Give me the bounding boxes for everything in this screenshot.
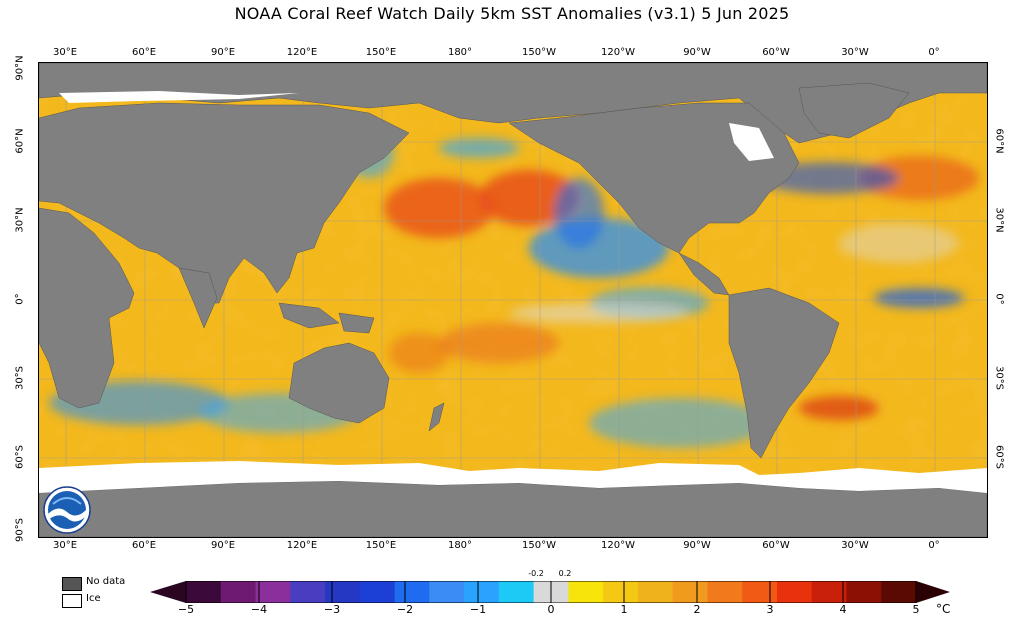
lon-label: 150°W xyxy=(522,47,556,58)
land xyxy=(39,63,987,537)
lon-label: 150°E xyxy=(365,47,397,58)
no-data-label: No data xyxy=(86,576,126,587)
colorbar-segment xyxy=(464,581,500,603)
colorbar-tick-label: 0 xyxy=(547,603,555,616)
lat-label: 60°S xyxy=(14,444,26,470)
colorbar-segment xyxy=(881,581,917,603)
colorbar-segment xyxy=(290,581,326,603)
colorbar-segment xyxy=(186,581,222,603)
colorbar-tick-marks xyxy=(185,581,917,603)
lon-label: 30°W xyxy=(841,540,869,551)
lat-label: 90°N xyxy=(14,55,26,81)
map-canvas xyxy=(39,63,987,537)
sea-ice xyxy=(39,91,987,493)
colorbar-max-arrow xyxy=(916,581,950,603)
colorbar-segment xyxy=(498,581,535,603)
lon-label: 60°W xyxy=(762,540,790,551)
lon-label: 90°E xyxy=(210,540,236,551)
colorbar-segment xyxy=(255,581,291,603)
colorbar-segment xyxy=(394,581,430,603)
lat-label: 0° xyxy=(993,293,1005,305)
lon-label: 180° xyxy=(447,540,473,551)
lon-label: 60°E xyxy=(131,47,157,58)
colorbar-unit: °C xyxy=(936,602,951,616)
lat-label: 60°N xyxy=(993,128,1005,154)
lat-label: 0° xyxy=(14,293,26,305)
lon-label: 120°E xyxy=(286,540,318,551)
lon-label: 180° xyxy=(447,47,473,58)
lon-label: 150°E xyxy=(365,540,397,551)
colorbar-segment xyxy=(603,581,639,603)
map-title: NOAA Coral Reef Watch Daily 5km SST Anom… xyxy=(234,4,790,23)
colorbar-tick-label: −2 xyxy=(396,603,414,616)
lon-label: 0° xyxy=(928,540,940,551)
lon-label: 90°W xyxy=(683,47,711,58)
lon-label: 90°W xyxy=(683,540,711,551)
lon-label: 30°E xyxy=(52,47,78,58)
colorbar-segments xyxy=(186,581,917,603)
colorbar-segment xyxy=(846,581,882,603)
noaa-logo-icon xyxy=(43,486,91,534)
colorbar-min-arrow xyxy=(150,581,186,603)
lon-label: 120°E xyxy=(286,47,318,58)
colorbar-small-label: 0.2 xyxy=(558,569,572,578)
colorbar-segment xyxy=(220,581,257,603)
lon-label: 30°W xyxy=(841,47,869,58)
colorbar-segment xyxy=(637,581,674,603)
colorbar-small-label: -0.2 xyxy=(528,569,544,578)
colorbar-tick-label: 1 xyxy=(620,603,628,616)
colorbar-segment xyxy=(429,581,465,603)
lat-label: 30°N xyxy=(993,207,1005,233)
ice-swatch xyxy=(62,594,82,608)
colorbar-segment xyxy=(325,581,361,603)
ice-label: Ice xyxy=(86,593,101,604)
colorbar-segment xyxy=(359,581,396,603)
lat-label: 60°S xyxy=(993,444,1005,470)
lon-label: 30°E xyxy=(52,540,78,551)
colorbar-tick-label: −3 xyxy=(323,603,341,616)
colorbar xyxy=(150,581,950,603)
colorbar-segment xyxy=(672,581,708,603)
colorbar-segment xyxy=(811,581,847,603)
lat-label: 30°S xyxy=(993,365,1005,391)
colorbar-tick-label: 5 xyxy=(912,603,920,616)
colorbar-tick-label: −5 xyxy=(177,603,195,616)
lon-label: 60°W xyxy=(762,47,790,58)
no-data-swatch xyxy=(62,577,82,591)
colorbar-tick-label: −1 xyxy=(469,603,487,616)
lat-label: 30°S xyxy=(14,365,26,391)
lon-label: 0° xyxy=(928,47,940,58)
colorbar-tick-label: 3 xyxy=(766,603,774,616)
lon-label: 120°W xyxy=(601,47,635,58)
colorbar-tick-label: −4 xyxy=(250,603,268,616)
lat-label: 90°S xyxy=(14,517,26,543)
colorbar-segment xyxy=(742,581,778,603)
sst-anomaly-map xyxy=(38,62,988,538)
lon-label: 90°E xyxy=(210,47,236,58)
lon-label: 150°W xyxy=(522,540,556,551)
lon-label: 60°E xyxy=(131,540,157,551)
colorbar-segment xyxy=(776,581,813,603)
colorbar-tick-label: 4 xyxy=(839,603,847,616)
lat-label: 60°N xyxy=(14,128,26,154)
lon-label: 120°W xyxy=(601,540,635,551)
colorbar-segment xyxy=(568,581,604,603)
colorbar-segment xyxy=(707,581,743,603)
lat-label: 30°N xyxy=(14,207,26,233)
colorbar-tick-label: 2 xyxy=(693,603,701,616)
